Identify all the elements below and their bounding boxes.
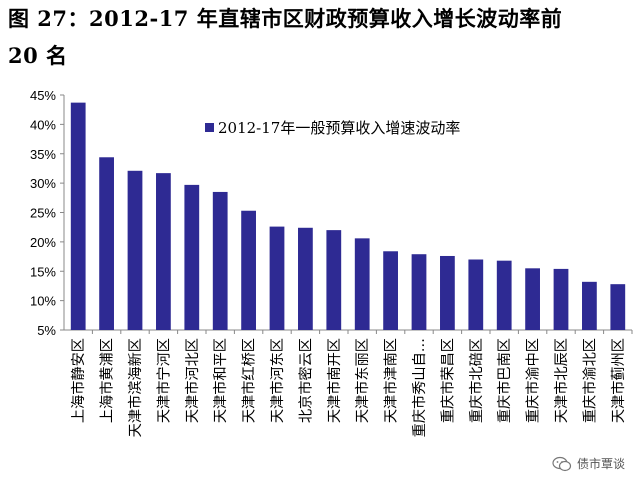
y-tick-label: 45%	[30, 88, 56, 103]
x-tick-label: 重庆市荣昌区	[439, 338, 456, 423]
figure-title-line2: 20 名	[8, 43, 68, 68]
bar	[582, 281, 597, 330]
figure-title-line1: 图 27：2012-17 年直辖市区财政预算收入增长波动率前	[8, 6, 563, 31]
y-tick-label: 30%	[30, 176, 56, 191]
x-tick-label: 重庆市渝北区	[581, 338, 598, 423]
legend-label: 2012-17年一般预算收入增速波动率	[218, 119, 460, 137]
bar	[553, 268, 569, 330]
wechat-icon	[552, 456, 572, 471]
y-tick-label: 35%	[30, 147, 56, 162]
bars	[70, 102, 626, 330]
bar	[411, 254, 427, 330]
y-tick-label: 25%	[30, 206, 56, 221]
y-tick-label: 20%	[30, 235, 56, 250]
x-tick-label: 北京市密云区	[297, 338, 314, 423]
x-tick-label: 天津市和平区	[212, 338, 229, 423]
x-tick-label: 天津市津南区	[383, 338, 400, 423]
bar	[468, 259, 484, 330]
bar	[70, 102, 86, 330]
x-tick-label: 天津市河东区	[269, 338, 286, 423]
bar	[156, 173, 171, 330]
figure-title: 图 27：2012-17 年直辖市区财政预算收入增长波动率前 20 名	[8, 0, 628, 74]
y-axis: 5% 10% 15% 20% 25% 30% 35% 40% 45%	[30, 88, 65, 338]
x-tick-label: 上海市静安区	[70, 338, 87, 423]
x-tick-labels: 上海市静安区 上海市黄浦区 天津市滨海新区 天津市宁河区 天津市河北区 天津市和平区 天津市…	[70, 338, 627, 437]
watermark-text: 债市覃谈	[576, 457, 625, 471]
bar	[440, 255, 455, 330]
bar	[354, 238, 370, 330]
bar	[496, 260, 512, 330]
x-tick-label: 天津市河北区	[184, 338, 201, 423]
x-tick-label: 天津市南开区	[326, 338, 343, 423]
x-tick-label: 重庆市北碚区	[468, 338, 485, 423]
y-tick-label: 10%	[30, 294, 56, 309]
y-tick-label: 15%	[30, 264, 56, 279]
bar	[298, 227, 313, 330]
x-tick-label: 天津市滨海新区	[127, 338, 144, 437]
bar	[212, 191, 228, 330]
bar	[383, 251, 398, 330]
y-tick-label: 40%	[30, 117, 56, 132]
x-tick-label: 天津市北辰区	[553, 338, 570, 423]
x-tick-label: 上海市黄浦区	[99, 338, 116, 423]
bar	[525, 268, 540, 330]
bar	[99, 157, 114, 330]
bar	[241, 210, 256, 330]
x-tick-label: 天津市东丽区	[354, 338, 371, 423]
x-tick-label: 天津市宁河区	[155, 338, 172, 423]
legend-swatch	[205, 123, 214, 132]
watermark: 债市覃谈	[552, 455, 625, 472]
bar	[269, 226, 285, 330]
y-tick-label: 5%	[37, 323, 56, 338]
x-tick-label: 重庆市巴南区	[496, 338, 513, 423]
legend: 2012-17年一般预算收入增速波动率	[205, 119, 460, 137]
bar	[610, 284, 626, 330]
x-tick-label: 重庆市秀山自…	[411, 338, 428, 437]
bar	[184, 184, 200, 330]
x-axis	[64, 329, 633, 334]
x-tick-label: 天津市红桥区	[241, 338, 258, 423]
x-tick-label: 重庆市渝中区	[525, 338, 542, 423]
bar	[326, 230, 342, 330]
x-tick-label: 天津市蓟州区	[610, 338, 627, 423]
bar	[127, 170, 143, 330]
